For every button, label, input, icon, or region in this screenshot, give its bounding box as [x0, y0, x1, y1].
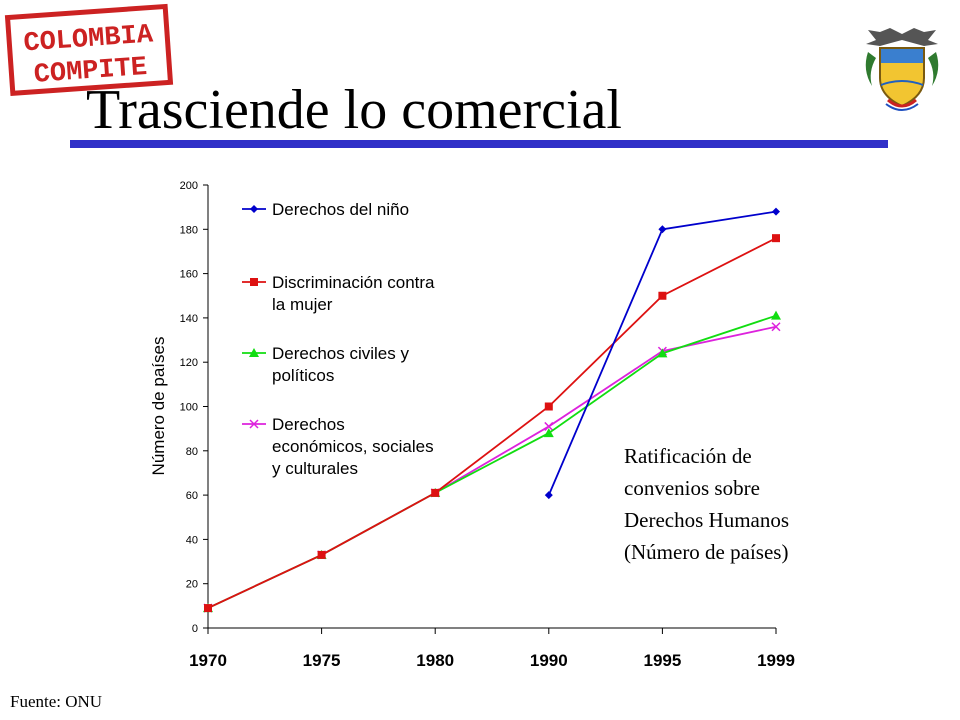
legend-label: Discriminación contra — [272, 273, 435, 292]
legend-label: y culturales — [272, 459, 358, 478]
y-tick-label: 80 — [186, 446, 198, 458]
y-tick-label: 180 — [180, 224, 198, 236]
y-tick-label: 20 — [186, 579, 198, 591]
legend-label: económicos, sociales — [272, 437, 434, 456]
data-point — [543, 428, 554, 438]
y-tick-label: 120 — [180, 357, 198, 369]
data-point — [772, 234, 780, 243]
legend-label: políticos — [272, 366, 334, 385]
annotation-line: Derechos Humanos — [624, 508, 790, 532]
y-tick-label: 140 — [180, 313, 198, 325]
colombia-compite-logo: COLOMBIA COMPITE — [4, 3, 174, 97]
chart-annotation: Ratificación de convenios sobre Derechos… — [624, 440, 789, 568]
data-point — [657, 348, 668, 358]
y-axis-title: Número de países — [149, 337, 168, 476]
legend-marker — [249, 419, 259, 429]
data-point — [658, 225, 667, 234]
data-point — [431, 488, 440, 497]
y-tick-label: 200 — [180, 180, 198, 192]
data-point — [771, 322, 781, 332]
annotation-line: Ratificación de — [624, 444, 752, 468]
legend-label: Derechos del niño — [272, 200, 409, 219]
legend-label: la mujer — [272, 295, 333, 314]
data-point — [772, 207, 780, 216]
y-tick-label: 100 — [180, 402, 198, 414]
x-tick-label: 1999 — [757, 651, 795, 670]
x-tick-label: 1975 — [303, 651, 341, 670]
x-tick-label: 1980 — [416, 651, 454, 670]
y-tick-label: 160 — [180, 269, 198, 281]
legend-label: Derechos — [272, 415, 345, 434]
data-point — [544, 402, 553, 411]
legend-label: Derechos civiles y — [272, 344, 409, 363]
source-note: Fuente: ONU — [10, 692, 103, 711]
data-point — [544, 491, 553, 500]
annotation-line: convenios sobre — [624, 476, 760, 500]
data-point — [317, 550, 326, 559]
coat-of-arms-icon — [865, 28, 939, 111]
x-tick-label: 1995 — [643, 651, 681, 670]
y-tick-label: 0 — [192, 623, 198, 635]
data-point — [204, 604, 212, 613]
data-point — [771, 310, 781, 320]
x-tick-label: 1990 — [530, 651, 568, 670]
annotation-line: (Número de países) — [624, 540, 789, 564]
data-point — [658, 291, 667, 300]
data-point — [544, 421, 554, 431]
series-line — [207, 237, 777, 609]
title-underline — [70, 140, 888, 148]
page-title: Trasciende lo comercial — [86, 79, 622, 141]
legend-marker — [250, 278, 258, 286]
legend-marker — [249, 348, 259, 357]
x-tick-label: 1970 — [189, 651, 227, 670]
y-tick-label: 60 — [186, 490, 198, 502]
y-tick-label: 40 — [186, 534, 198, 546]
legend-marker — [250, 205, 258, 213]
